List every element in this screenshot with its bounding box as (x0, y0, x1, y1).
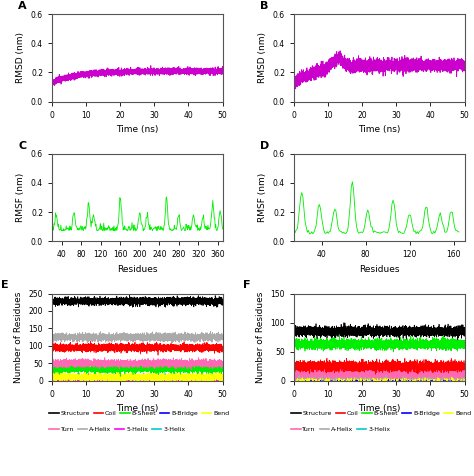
Text: D: D (260, 141, 269, 151)
Legend: Turn, A-Helix, 5-Helix, 3-Helix: Turn, A-Helix, 5-Helix, 3-Helix (47, 424, 188, 435)
Y-axis label: RMSF (nm): RMSF (nm) (258, 173, 267, 222)
Y-axis label: Number of Residues: Number of Residues (14, 291, 23, 383)
X-axis label: Time (ns): Time (ns) (116, 405, 158, 413)
Text: F: F (243, 280, 250, 290)
Text: B: B (260, 1, 268, 11)
Y-axis label: RMSD (nm): RMSD (nm) (258, 32, 267, 83)
X-axis label: Residues: Residues (117, 265, 157, 274)
Text: C: C (18, 141, 26, 151)
X-axis label: Residues: Residues (359, 265, 400, 274)
X-axis label: Time (ns): Time (ns) (358, 125, 401, 134)
Text: A: A (18, 1, 27, 11)
X-axis label: Time (ns): Time (ns) (116, 125, 158, 134)
Y-axis label: RMSF (nm): RMSF (nm) (17, 173, 26, 222)
Legend: Turn, A-Helix, 3-Helix: Turn, A-Helix, 3-Helix (289, 424, 393, 435)
X-axis label: Time (ns): Time (ns) (358, 405, 401, 413)
Y-axis label: Number of Residues: Number of Residues (256, 291, 265, 383)
Y-axis label: RMSD (nm): RMSD (nm) (17, 32, 26, 83)
Text: E: E (1, 280, 9, 290)
